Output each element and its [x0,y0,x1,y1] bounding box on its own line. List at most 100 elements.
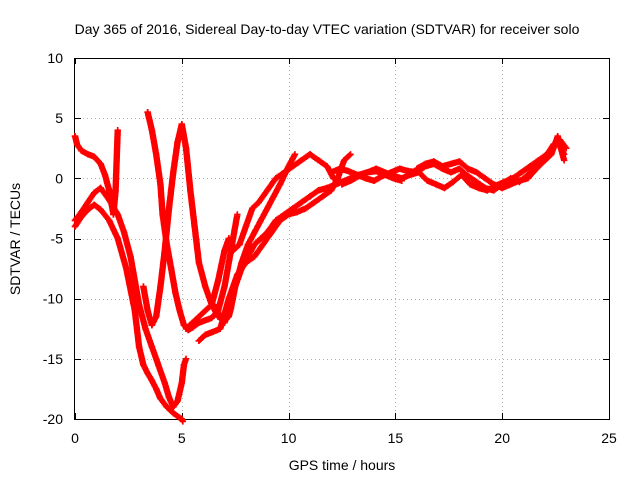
data-point [131,277,139,284]
data-point [142,325,149,332]
data-point [232,283,239,290]
data-point [144,108,151,116]
y-tick-label: 5 [55,110,63,126]
data-point [170,169,177,176]
data-point [319,193,326,200]
data-point [466,181,474,188]
data-point [364,169,371,176]
data-point [554,133,561,140]
y-tick-label: 10 [47,50,63,66]
data-point [144,307,151,314]
data-point [148,343,156,350]
data-point [97,184,104,192]
data-point [170,403,177,411]
data-point [105,196,113,204]
data-point [161,379,168,387]
data-point [152,313,160,320]
data-point [176,307,183,314]
data-point [217,313,224,320]
data-point [289,163,297,170]
data-point [473,169,480,176]
data-point [148,377,156,384]
data-point [516,177,523,184]
data-point [306,193,314,200]
x-axis-label: GPS time / hours [289,457,396,473]
x-tick-label: 25 [601,430,617,446]
data-point [251,241,258,248]
data-point [306,151,314,158]
data-point [208,329,215,336]
data-point [533,165,540,172]
data-point [179,418,187,425]
data-point [148,321,156,329]
data-point [161,247,168,254]
data-point [152,151,160,158]
data-point [456,165,463,172]
series-track-a [71,127,121,218]
data-point [182,355,190,363]
data-point [234,211,241,218]
data-point [202,331,209,338]
data-point [475,184,482,192]
data-point [148,127,156,134]
data-point [524,175,532,182]
data-point [355,172,363,180]
data-point [484,187,491,194]
series-track-b [71,201,187,425]
data-point [315,157,322,164]
data-point [340,157,348,164]
data-point [347,177,354,184]
data-point [165,394,173,401]
data-point [526,163,534,170]
data-point [195,259,203,266]
data-point [71,223,79,230]
data-point [221,247,228,254]
data-point [430,158,438,165]
data-point [464,165,472,172]
data-point [407,171,414,178]
data-point [328,169,335,176]
data-point [298,157,305,164]
data-point [251,229,258,236]
data-point [157,181,164,188]
data-point [123,265,130,272]
data-point [78,147,85,154]
data-point [315,187,322,194]
plot-frame [74,58,610,420]
data-point [208,314,215,322]
data-point [458,171,465,178]
data-point [276,181,284,188]
data-point [91,189,98,196]
data-point [264,205,271,212]
data-point [518,169,525,176]
data-point [112,187,119,194]
data-point [507,181,514,188]
y-tick-label: -20 [43,411,63,427]
x-tick-label: 5 [178,430,186,446]
data-point [302,205,309,212]
data-point [178,120,185,128]
y-axis-label: SDTVAR / TECUs [7,183,23,295]
data-point [311,199,318,206]
series-track-f [182,151,344,332]
data-point [432,181,440,188]
data-point [244,253,252,260]
data-point [272,175,279,182]
data-point [229,247,237,254]
data-point [413,165,420,172]
data-point [221,319,228,326]
data-point [71,217,79,224]
data-point [202,307,209,314]
data-point [73,141,81,148]
data-point [281,169,288,176]
data-point [155,361,162,369]
data-point [91,153,98,160]
data-point [202,317,209,324]
data-point [255,199,262,206]
data-point [78,208,85,216]
data-point [114,211,121,218]
data-point [189,319,196,326]
data-point [323,163,331,170]
data-point [135,301,143,308]
